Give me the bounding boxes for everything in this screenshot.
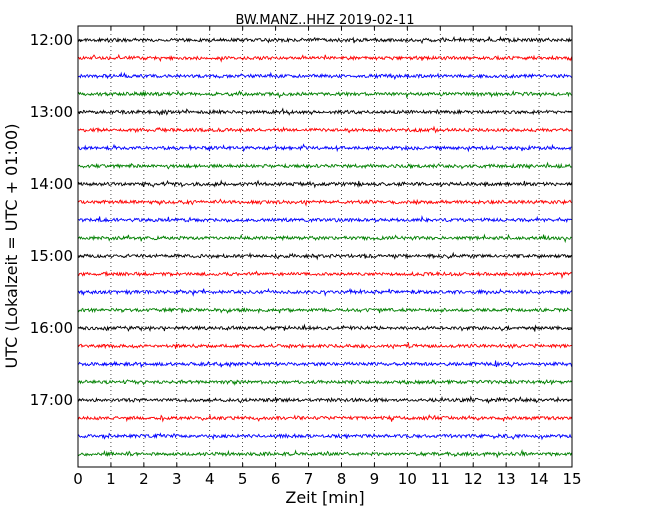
x-tick-label: 4 (205, 470, 215, 488)
x-tick-label: 8 (337, 470, 347, 488)
trace-1715 (77, 413, 573, 423)
y-tick-label: 14:00 (30, 175, 73, 193)
trace-1745 (77, 448, 573, 459)
x-tick-label: 5 (238, 470, 248, 488)
x-tick-label: 14 (530, 470, 549, 488)
x-tick-label: 1 (106, 470, 116, 488)
chart-title: BW.MANZ..HHZ 2019-02-11 (235, 13, 414, 28)
trace-1200 (77, 35, 572, 45)
x-tick-label: 2 (139, 470, 149, 488)
y-tick-label: 15:00 (30, 247, 73, 265)
x-tick-label: 7 (304, 470, 314, 488)
x-tick-label: 13 (497, 470, 516, 488)
vertical-gridlines (110, 26, 540, 467)
x-tick-label: 0 (73, 470, 83, 488)
trace-1730 (77, 432, 572, 441)
y-tick-label: 16:00 (30, 319, 73, 337)
x-tick-label: 11 (431, 470, 450, 488)
trace-1545 (77, 306, 572, 315)
y-tick-label: 17:00 (30, 391, 73, 409)
x-tick-label: 3 (172, 470, 182, 488)
trace-1530 (77, 287, 572, 297)
trace-1400 (77, 179, 573, 189)
x-axis-label: Zeit [min] (285, 488, 364, 507)
trace-1215 (77, 53, 573, 63)
x-tick-label: 9 (370, 470, 380, 488)
trace-1345 (77, 161, 572, 170)
x-tick-label: 12 (464, 470, 483, 488)
y-axis-label: UTC (Lokalzeit = UTC + 01:00) (2, 124, 21, 369)
seismogram-traces (77, 35, 573, 459)
trace-1315 (77, 125, 572, 134)
trace-1230 (77, 71, 572, 81)
trace-1330 (77, 143, 572, 153)
plot-area-frame (77, 25, 573, 468)
trace-1430 (77, 215, 572, 224)
trace-1415 (77, 198, 572, 207)
x-tick-label: 6 (271, 470, 281, 488)
trace-1615 (77, 341, 572, 350)
x-tick-label: 15 (562, 470, 581, 488)
axis-ticks: 0 1 2 3 4 5 6 7 8 9 10 11 12 13 14 1512:0013:0014:0015:… (30, 26, 582, 488)
trace-1515 (77, 270, 572, 280)
trace-1645 (77, 378, 572, 386)
trace-1500 (77, 251, 572, 261)
y-tick-label: 12:00 (30, 31, 73, 49)
trace-1700 (77, 395, 572, 404)
trace-1245 (77, 90, 572, 99)
x-tick-label: 10 (398, 470, 417, 488)
y-tick-label: 13:00 (30, 103, 73, 121)
trace-1600 (77, 323, 572, 333)
trace-1445 (77, 233, 572, 244)
trace-1630 (77, 360, 573, 369)
trace-1300 (77, 107, 572, 116)
